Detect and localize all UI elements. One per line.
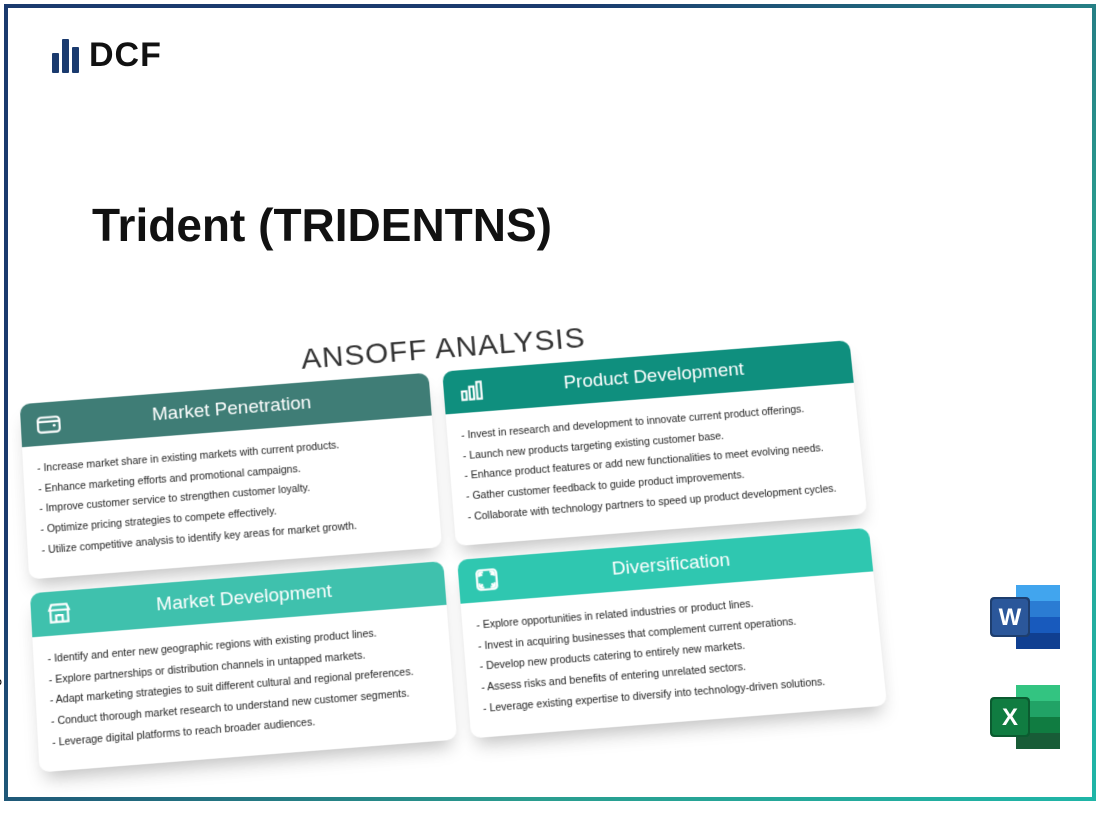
side-axis-label: sting Markets — [0, 630, 2, 707]
svg-text:W: W — [999, 604, 1022, 631]
ansoff-stage: ANSOFF ANALYSIS Market PenetrationIncrea… — [28, 328, 888, 828]
ansoff-card-product_development: Product DevelopmentInvest in research an… — [442, 340, 867, 546]
ansoff-card-market_development: Market DevelopmentIdentify and enter new… — [30, 561, 457, 773]
dcf-logo-text: DCF — [89, 36, 162, 75]
expand-icon — [472, 565, 502, 595]
dcf-logo: DCF — [52, 36, 162, 75]
svg-text:X: X — [1002, 704, 1018, 731]
word-icon[interactable]: W — [986, 579, 1064, 657]
ansoff-card-diversification: DiversificationExplore opportunities in … — [457, 528, 887, 739]
wallet-icon — [34, 409, 63, 438]
page-title: Trident (TRIDENTNS) — [92, 198, 552, 252]
slide-frame: DCF Trident (TRIDENTNS) sting Markets AN… — [4, 4, 1096, 801]
ansoff-card-market_penetration: Market PenetrationIncrease market share … — [20, 373, 442, 580]
dcf-logo-bars-icon — [52, 39, 79, 73]
chart-icon — [457, 376, 487, 405]
excel-icon[interactable]: X — [986, 679, 1064, 757]
ansoff-grid: Market PenetrationIncrease market share … — [20, 340, 887, 773]
app-icons: W X — [986, 579, 1064, 757]
store-icon — [44, 598, 74, 628]
